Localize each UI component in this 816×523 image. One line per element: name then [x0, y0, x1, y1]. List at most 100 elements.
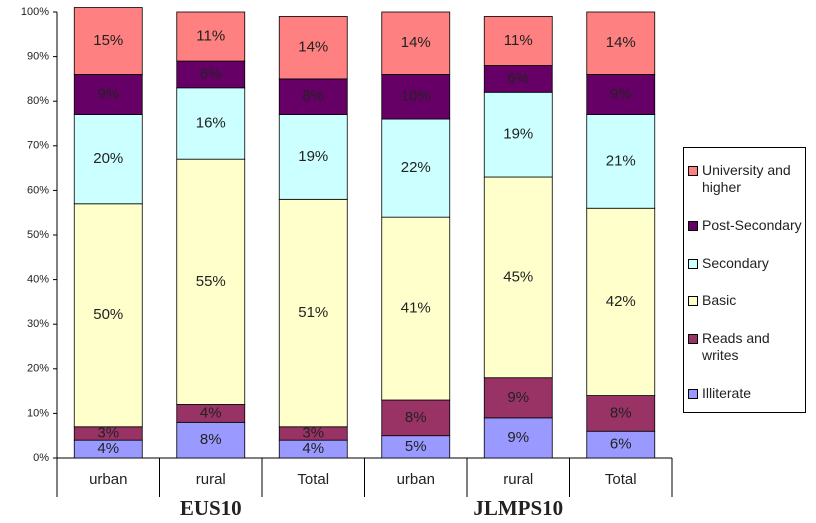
legend-item: Illiterate: [688, 385, 803, 402]
legend-label: University and higher: [702, 162, 791, 196]
y-tick-label: 60%: [27, 184, 49, 196]
bar-segment: [73, 7, 143, 75]
y-tick-label: 50%: [27, 229, 49, 241]
data-label: 45%: [503, 268, 533, 285]
bar-segment: [73, 114, 143, 205]
data-label: 42%: [606, 293, 636, 310]
data-label: 9%: [507, 389, 529, 406]
bar-segment: [278, 114, 348, 200]
legend-label: Illiterate: [702, 384, 752, 401]
bar-segment: [483, 16, 553, 66]
bar-segment: [483, 91, 553, 178]
bar-segment: [586, 395, 656, 432]
y-tick-label: 0%: [33, 452, 49, 464]
legend-swatch: [688, 296, 698, 307]
legend-swatch: [688, 166, 698, 177]
data-label: 16%: [196, 114, 226, 131]
legend-item: Secondary: [688, 255, 803, 272]
bar-segment: [176, 87, 246, 160]
data-label: 55%: [196, 273, 226, 290]
bar-segment: [381, 11, 451, 75]
data-label: 4%: [97, 440, 119, 457]
data-label: 15%: [93, 32, 123, 49]
bar-segment: [586, 430, 656, 459]
legend-label: Basic: [702, 292, 737, 309]
bar-segment: [176, 158, 246, 405]
bar-segment: [381, 74, 451, 120]
y-tick-label: 80%: [27, 95, 49, 107]
data-label: 14%: [298, 39, 328, 56]
group-label: EUS10: [180, 496, 242, 520]
x-tick-label: rural: [503, 471, 533, 488]
data-label: 9%: [97, 85, 119, 102]
bar-segment: [176, 421, 246, 459]
legend-swatch: [688, 258, 698, 269]
group-label: JLMPS10: [473, 496, 563, 520]
data-label: 4%: [200, 404, 222, 421]
bar-segment: [586, 74, 656, 115]
x-tick-label: urban: [397, 471, 435, 488]
y-tick-label: 30%: [27, 318, 49, 330]
bar-segment: [483, 65, 553, 93]
bar-segment: [73, 74, 143, 115]
bar-segment: [381, 399, 451, 437]
data-label: 21%: [606, 152, 636, 169]
bar-segment: [586, 11, 656, 75]
legend-swatch: [688, 388, 698, 399]
y-tick-label: 10%: [27, 407, 49, 419]
legend-label: Reads and writes: [702, 329, 770, 363]
data-label: 5%: [405, 438, 427, 455]
x-tick-label: Total: [297, 471, 329, 488]
bar-segment: [586, 207, 656, 396]
bar-segment: [73, 203, 143, 428]
bar-segment: [278, 78, 348, 115]
y-tick-label: 20%: [27, 363, 49, 375]
data-label: 8%: [610, 404, 632, 421]
data-label: 14%: [401, 34, 431, 51]
data-label: 19%: [503, 126, 533, 143]
y-tick-label: 40%: [27, 274, 49, 286]
x-tick-label: rural: [196, 471, 226, 488]
data-label: 41%: [401, 300, 431, 317]
legend-swatch: [688, 220, 698, 231]
legend-item: Reads and writes: [688, 330, 803, 364]
data-label: 3%: [97, 424, 119, 441]
y-tick-label: 70%: [27, 140, 49, 152]
data-label: 50%: [93, 306, 123, 323]
x-tick-label: urban: [89, 471, 127, 488]
legend-label: Secondary: [702, 254, 769, 271]
bar-segment: [381, 118, 451, 218]
data-label: 9%: [507, 429, 529, 446]
data-label: 22%: [401, 159, 431, 176]
bar-segment: [483, 176, 553, 379]
bar-segment: [278, 16, 348, 80]
data-label: 8%: [200, 431, 222, 448]
data-label: 19%: [298, 148, 328, 165]
data-label: 51%: [298, 304, 328, 321]
legend-swatch: [688, 333, 698, 344]
data-label: 14%: [606, 34, 636, 51]
data-label: 6%: [507, 70, 529, 87]
legend-item: Post-Secondary: [688, 217, 803, 234]
data-label: 11%: [504, 32, 533, 49]
legend-label: Post-Secondary: [702, 216, 802, 233]
legend-item: University and higher: [688, 162, 803, 196]
data-label: 10%: [401, 88, 431, 105]
bar-segment: [381, 216, 451, 401]
data-label: 6%: [200, 65, 222, 82]
data-label: 20%: [93, 150, 123, 167]
legend: University and higher Post-Secondary Secon…: [683, 147, 806, 413]
bar-segment: [278, 198, 348, 428]
data-label: 9%: [610, 85, 632, 102]
data-label: 11%: [196, 27, 225, 44]
x-tick-label: Total: [605, 471, 637, 488]
data-label: 8%: [405, 409, 427, 426]
bar-segment: [176, 11, 246, 62]
data-label: 3%: [302, 424, 324, 441]
bar-segment: [483, 377, 553, 419]
data-label: 8%: [302, 88, 324, 105]
data-label: 4%: [302, 440, 324, 457]
y-tick-label: 90%: [27, 51, 49, 63]
data-label: 6%: [610, 436, 632, 453]
